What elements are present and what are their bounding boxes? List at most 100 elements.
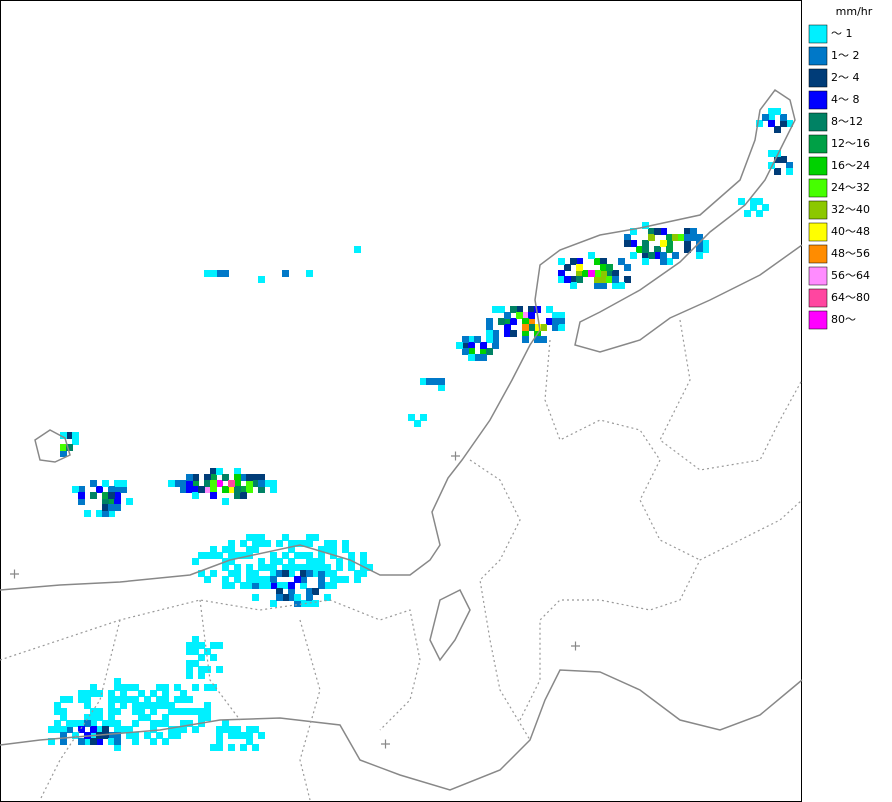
rain-cell xyxy=(468,348,475,355)
rain-cell xyxy=(60,444,67,451)
rain-cell xyxy=(96,726,103,733)
rain-cell xyxy=(132,696,139,703)
rain-cell xyxy=(246,480,253,487)
rain-cell xyxy=(192,642,199,649)
rain-cell xyxy=(492,306,499,313)
rain-cell xyxy=(138,708,145,715)
rain-cell xyxy=(246,474,253,481)
rain-cell xyxy=(306,540,313,547)
rain-cell xyxy=(168,708,175,715)
rain-cell xyxy=(306,600,313,607)
rain-cell xyxy=(594,282,601,289)
rain-cell xyxy=(54,702,61,709)
rain-cell xyxy=(138,702,145,709)
rain-cell xyxy=(582,270,589,277)
rain-cell xyxy=(204,708,211,715)
rain-cell xyxy=(150,702,157,709)
rain-cell xyxy=(78,690,85,697)
rain-cell xyxy=(192,708,199,715)
rain-cell xyxy=(696,234,703,241)
rain-cell xyxy=(426,378,433,385)
rain-cell xyxy=(420,378,427,385)
rain-cell xyxy=(300,552,307,559)
rain-cell xyxy=(750,198,757,205)
rain-cell xyxy=(252,582,259,589)
rain-cell xyxy=(528,318,535,325)
rain-cell xyxy=(234,492,241,499)
rain-cell xyxy=(264,540,271,547)
legend-swatch xyxy=(808,200,828,220)
rain-cell xyxy=(228,726,235,733)
rain-cell xyxy=(528,324,535,331)
rain-cell xyxy=(132,738,139,745)
rain-cell xyxy=(318,576,325,583)
island xyxy=(34,429,71,463)
rain-cell xyxy=(330,582,337,589)
rain-cell xyxy=(522,318,529,325)
rain-cell xyxy=(126,726,133,733)
rain-cell xyxy=(96,708,103,715)
rain-cell xyxy=(192,474,199,481)
rain-cell xyxy=(210,552,217,559)
rain-cell xyxy=(246,726,253,733)
legend-label: 1～ 2 xyxy=(831,49,860,62)
rain-cell xyxy=(660,228,667,235)
rain-cell xyxy=(696,252,703,259)
rain-cell xyxy=(210,684,217,691)
rain-cell xyxy=(216,726,223,733)
rain-cell xyxy=(540,336,547,343)
rain-cell xyxy=(222,474,229,481)
rain-cell xyxy=(234,570,241,577)
rain-cell xyxy=(624,234,631,241)
rain-cell xyxy=(336,558,343,565)
rain-cell xyxy=(246,534,253,541)
rain-cell xyxy=(84,690,91,697)
rain-cell xyxy=(216,738,223,745)
rain-cell xyxy=(204,702,211,709)
rain-cell xyxy=(60,450,67,457)
rain-cell xyxy=(180,480,187,487)
rain-cell xyxy=(552,318,559,325)
rain-cell xyxy=(438,384,445,391)
rain-cell xyxy=(96,738,103,745)
rain-cell xyxy=(228,552,235,559)
rain-cell xyxy=(438,378,445,385)
rain-cell xyxy=(684,228,691,235)
rain-cell xyxy=(258,480,265,487)
rain-cell xyxy=(786,168,793,175)
rain-cell xyxy=(252,534,259,541)
rain-cell xyxy=(156,696,163,703)
rain-cell xyxy=(258,558,265,565)
rain-cell xyxy=(306,534,313,541)
rain-cell xyxy=(528,312,535,319)
legend-label: 16～24 xyxy=(831,159,870,172)
rain-cell xyxy=(156,702,163,709)
rain-cell xyxy=(516,312,523,319)
rain-cell xyxy=(186,642,193,649)
rain-cell xyxy=(282,552,289,559)
rain-cell xyxy=(114,732,121,739)
rain-cell xyxy=(192,558,199,565)
rain-cell xyxy=(240,474,247,481)
rain-cell xyxy=(90,708,97,715)
rain-cell xyxy=(162,702,169,709)
rain-cell xyxy=(414,420,421,427)
rain-cell xyxy=(768,108,775,115)
rain-cell xyxy=(114,498,121,505)
legend-swatch xyxy=(808,134,828,154)
rain-cell xyxy=(780,156,787,163)
rain-cell xyxy=(264,564,271,571)
rain-cell xyxy=(240,582,247,589)
rain-cell xyxy=(294,576,301,583)
rain-cell xyxy=(330,570,337,577)
rain-cell xyxy=(198,672,205,679)
rain-cell xyxy=(276,594,283,601)
rain-cell xyxy=(684,240,691,247)
rain-cell xyxy=(216,468,223,475)
rain-cell xyxy=(60,714,67,721)
rain-cell xyxy=(576,264,583,271)
rain-cell xyxy=(198,666,205,673)
rain-cell xyxy=(312,564,319,571)
rain-cell xyxy=(600,282,607,289)
rain-cell xyxy=(228,546,235,553)
